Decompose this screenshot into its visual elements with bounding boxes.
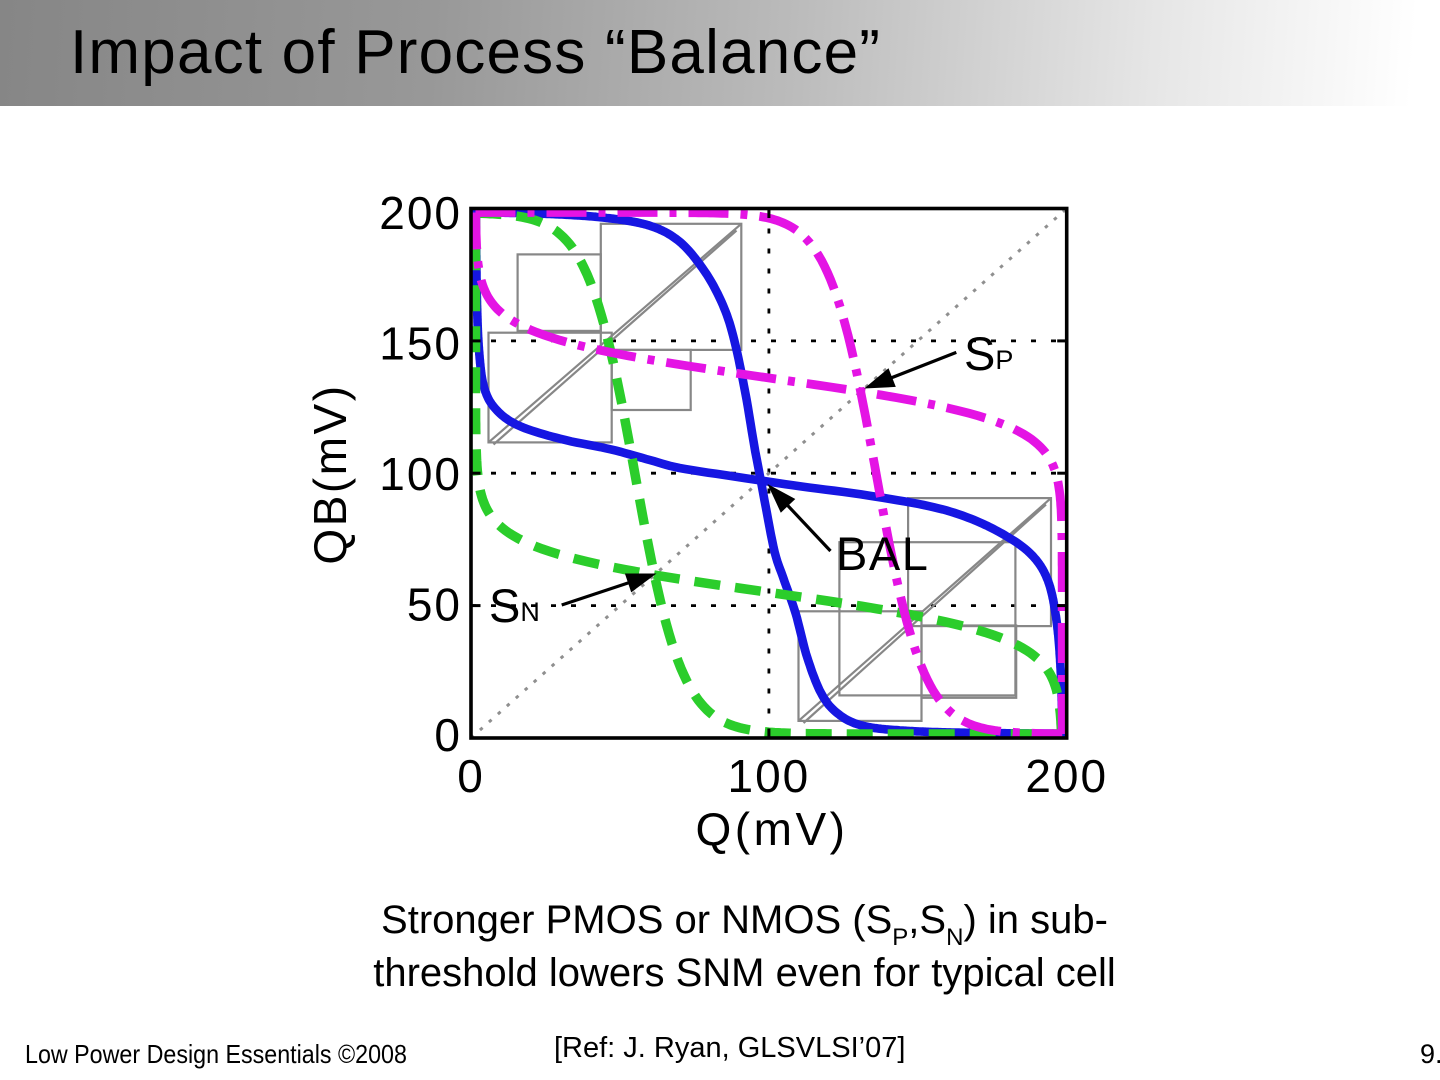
svg-text:BAL: BAL (836, 527, 929, 580)
svg-text:SP: SP (964, 327, 1013, 380)
svg-text:0: 0 (434, 709, 462, 761)
svg-text:0: 0 (457, 750, 485, 802)
svg-text:200: 200 (1025, 750, 1108, 802)
svg-text:150: 150 (379, 317, 462, 369)
svg-text:SN: SN (489, 579, 540, 632)
svg-text:50: 50 (407, 579, 462, 631)
svg-text:Q(mV): Q(mV) (696, 803, 849, 855)
svg-text:100: 100 (379, 448, 462, 500)
svg-text:100: 100 (728, 750, 811, 802)
svg-text:QB(mV): QB(mV) (304, 383, 356, 564)
svg-text:200: 200 (379, 187, 462, 239)
